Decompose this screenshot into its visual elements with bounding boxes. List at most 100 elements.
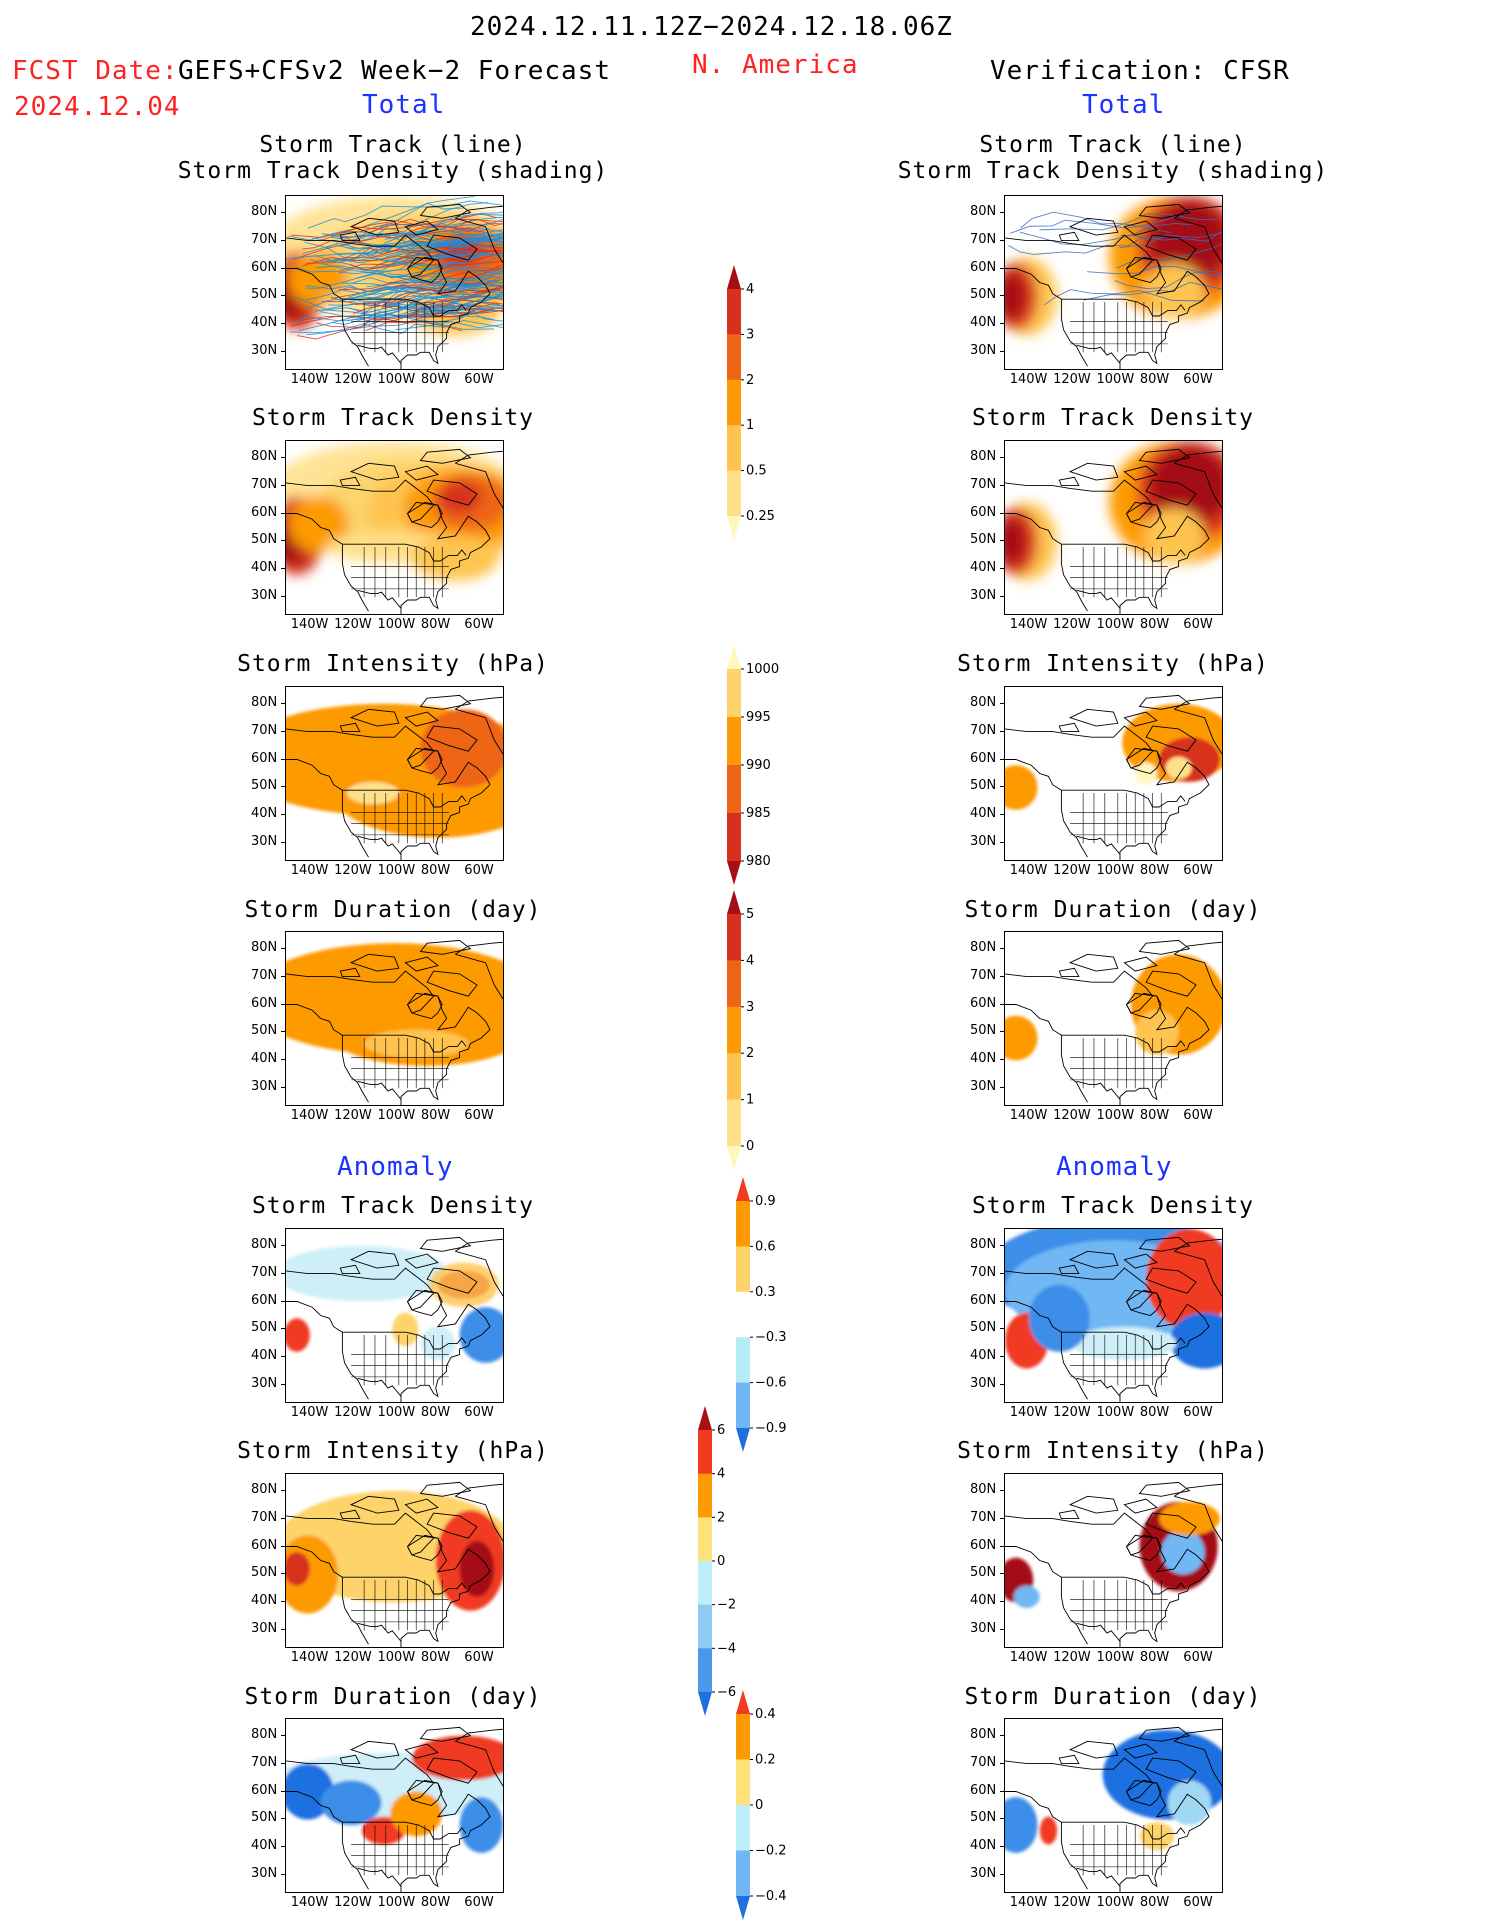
- lat-tick: [1000, 786, 1005, 788]
- storm-track-line: [293, 227, 472, 260]
- lat-tick-label: 80N: [251, 939, 278, 955]
- storm-track-line: [1008, 237, 1165, 255]
- coastline: [1061, 298, 1186, 317]
- storm-track-line: [381, 251, 503, 270]
- coastline: [1123, 1253, 1158, 1269]
- storm-track-line: [297, 321, 463, 340]
- coastline: [426, 1757, 478, 1784]
- colorbar-segment: [727, 1099, 741, 1147]
- colorbar-label: 0.6: [755, 1239, 776, 1254]
- panel-title: Storm Intensity (hPa): [957, 1438, 1269, 1464]
- storm-track-line: [1119, 232, 1222, 249]
- coastline: [1058, 231, 1080, 242]
- coastline: [286, 1004, 369, 1103]
- lon-tick-label: 120W: [334, 1108, 372, 1123]
- colorbar-duration-total: 5 4 3 2 1 0: [727, 890, 797, 1178]
- lat-tick-label: 50N: [251, 1565, 278, 1581]
- colorbar-segment: [727, 289, 741, 335]
- colorbar-label: 0: [746, 1139, 754, 1154]
- colorbar-segment: [698, 1473, 712, 1518]
- coastline: [419, 1726, 472, 1742]
- coastline: [1138, 203, 1191, 219]
- lat-tick-label: 60N: [251, 259, 278, 275]
- coastline: [404, 1253, 439, 1269]
- coastline: [1123, 220, 1158, 236]
- lat-tick: [1000, 540, 1005, 542]
- coastline: [404, 1743, 439, 1759]
- field-patch: [437, 480, 482, 514]
- panel-title: Storm Intensity (hPa): [237, 1438, 549, 1464]
- storm-track-line: [352, 222, 503, 233]
- lat-tick: [281, 484, 286, 486]
- coastline: [455, 450, 503, 509]
- lat-tick: [1000, 947, 1005, 949]
- verification-density-anomaly-map: [1004, 1228, 1223, 1403]
- field-patch: [390, 1791, 443, 1837]
- coastline: [1068, 953, 1119, 972]
- lon-tick-label: 140W: [1009, 1650, 1048, 1665]
- storm-track-line: [1114, 270, 1222, 290]
- coastline: [455, 696, 503, 755]
- lat-tick: [1000, 814, 1005, 816]
- lat-tick: [1000, 1328, 1005, 1330]
- field-patch: [1139, 1822, 1175, 1851]
- state-borders: [351, 547, 449, 598]
- colorbar-label: −0.6: [755, 1376, 787, 1391]
- lat-tick: [1000, 512, 1005, 514]
- lat-tick-label: 40N: [251, 1348, 278, 1364]
- fcst-date-value: 2024.12.04: [14, 92, 181, 122]
- coastline: [339, 231, 361, 242]
- region-label: N. America: [692, 50, 859, 80]
- coastline: [286, 1267, 491, 1402]
- lat-tick-label: 60N: [251, 995, 278, 1011]
- colorbar-label: 2: [746, 373, 754, 388]
- coastline: [1058, 722, 1080, 733]
- coastline: [1076, 1377, 1121, 1397]
- lat-tick: [281, 1059, 286, 1061]
- lon-tick-label: 140W: [290, 1650, 329, 1665]
- colorbar-top-arrow: [727, 645, 741, 669]
- lat-tick: [281, 1629, 286, 1631]
- lat-tick: [281, 842, 286, 844]
- total-label-right: Total: [1082, 90, 1166, 120]
- storm-track-line: [342, 271, 503, 292]
- lon-tick-label: 80W: [420, 1650, 451, 1665]
- coastline: [407, 1289, 443, 1316]
- colorbar-label: 2: [717, 1510, 725, 1525]
- lat-tick: [1000, 1846, 1005, 1848]
- lat-tick-label: 80N: [970, 448, 997, 464]
- field-patch: [1005, 765, 1038, 810]
- lat-tick: [281, 1489, 286, 1491]
- lat-tick-label: 60N: [970, 259, 997, 275]
- colorbar-label: 4: [746, 282, 754, 297]
- coastline: [1123, 1498, 1158, 1514]
- coastline: [419, 694, 472, 710]
- colorbar-segment: [736, 1337, 750, 1384]
- lat-tick: [1000, 842, 1005, 844]
- lon-tick-label: 80W: [1139, 1895, 1170, 1910]
- storm-track-line: [414, 306, 503, 317]
- colorbar-label: 3: [746, 1000, 754, 1015]
- field-patch: [1005, 519, 1025, 564]
- storm-track-line: [1009, 210, 1191, 234]
- lat-tick-label: 60N: [970, 1292, 997, 1308]
- state-borders: [351, 1335, 449, 1386]
- coastline: [1145, 479, 1197, 506]
- field-patch: [1005, 1797, 1038, 1853]
- lat-tick: [281, 1734, 286, 1736]
- coastline: [339, 722, 361, 733]
- forecast-density-map: [285, 440, 504, 615]
- colorbar-top-arrow: [727, 890, 741, 914]
- coastline: [426, 970, 478, 997]
- coastline: [1076, 589, 1121, 609]
- colorbar-label: 990: [746, 758, 771, 773]
- colorbar-segment: [698, 1648, 712, 1693]
- storm-track-line: [298, 300, 477, 332]
- verification-density-map: [1004, 440, 1223, 615]
- coastline: [349, 462, 400, 481]
- lon-tick-label: 140W: [1009, 1895, 1048, 1910]
- lat-tick-label: 50N: [251, 532, 278, 548]
- coastline: [407, 1779, 443, 1806]
- storm-track-line: [320, 304, 503, 319]
- colorbar-label: 2: [746, 1046, 754, 1061]
